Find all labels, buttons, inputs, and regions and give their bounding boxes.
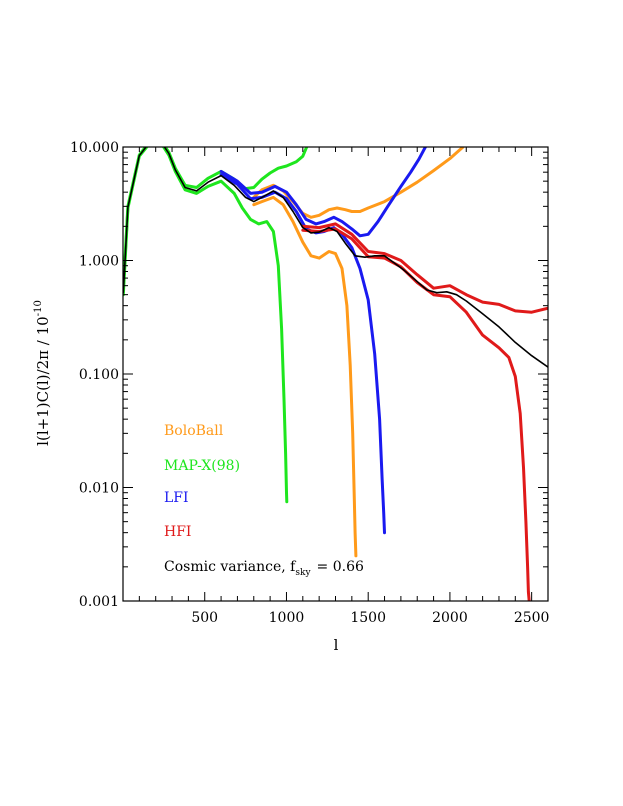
series-line-boloball-lower — [252, 195, 358, 558]
cosmic-variance-text: Cosmic variance, f — [164, 559, 297, 575]
series-layer — [123, 147, 548, 601]
y-axis-title-main: l(l+1)C(l)/2π / 10 — [34, 316, 52, 446]
x-tick-label: 2500 — [514, 610, 550, 626]
x-tick-label: 1500 — [350, 610, 386, 626]
legend-label-map-x98: MAP-X(98) — [164, 458, 240, 474]
y-tick-label: 0.100 — [79, 367, 119, 383]
y-tick-label: 10.000 — [70, 140, 119, 156]
legend-label-lfi: LFI — [164, 490, 189, 506]
x-tick-label: 1000 — [269, 610, 305, 626]
series-line-map-x-98-lower — [123, 147, 289, 504]
legend: BoloBall MAP-X(98) LFI HFI Cosmic varian… — [164, 423, 364, 578]
legend-label-cosmic-variance: Cosmic variance, fsky = 0.66 — [164, 559, 364, 578]
series-line-hfi-lower — [301, 227, 531, 601]
y-axis-title: l(l+1)C(l)/2π / 10-10 — [33, 300, 52, 446]
legend-label-hfi: HFI — [164, 524, 191, 540]
y-tick-label: 1.000 — [79, 254, 119, 270]
legend-label-boloball: BoloBall — [164, 423, 224, 439]
x-tick-label: 500 — [191, 610, 218, 626]
cosmic-variance-value: = 0.66 — [317, 559, 364, 575]
series-line-lfi-upper — [219, 147, 427, 238]
cosmic-variance-sub: sky — [295, 568, 311, 578]
y-tick-label: 0.001 — [79, 594, 119, 610]
axes-layer: 500 1000 1500 2000 2500 0.001 0.010 0.100 1.000 1… — [70, 140, 549, 626]
y-axis-title-exponent: -10 — [33, 300, 44, 316]
series-line-cosmic-variance — [123, 147, 548, 368]
series-line-hfi-upper — [301, 222, 548, 314]
x-tick-label: 2000 — [432, 610, 468, 626]
y-tick-label: 0.010 — [79, 481, 119, 497]
series-line-map-x-98-upper — [123, 147, 309, 292]
x-axis-title: l — [334, 636, 339, 654]
